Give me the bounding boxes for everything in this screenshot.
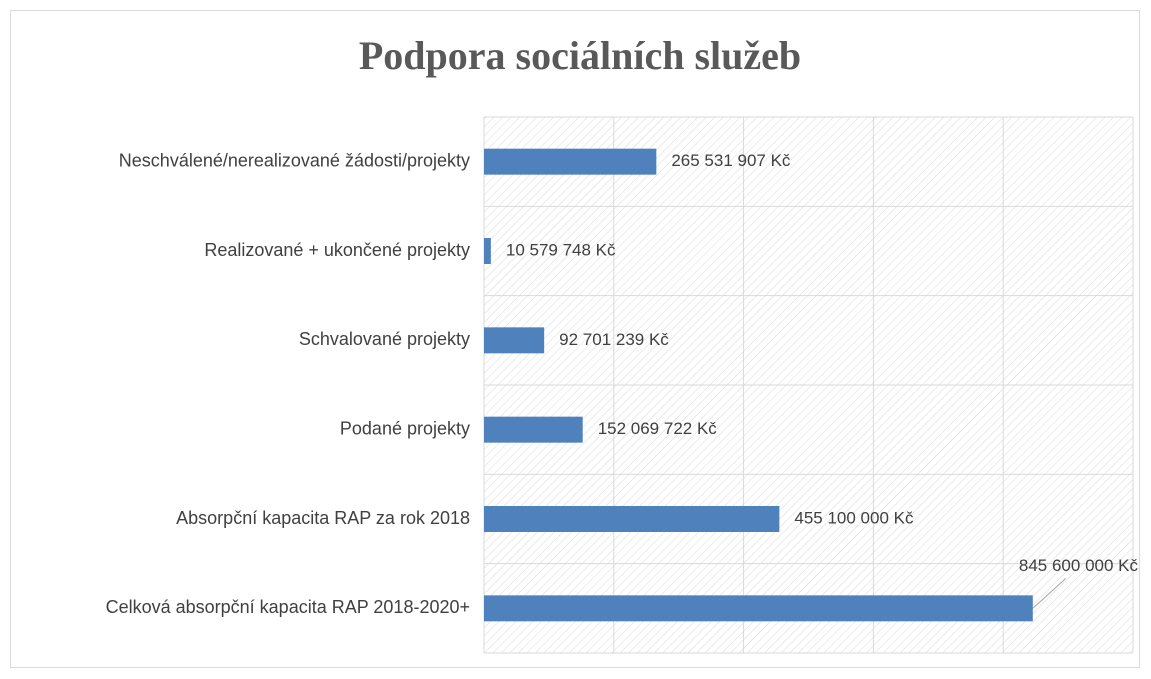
category-label: Podané projekty xyxy=(340,418,470,438)
chart-title: Podpora sociálních služeb xyxy=(359,33,801,78)
bar xyxy=(484,327,545,354)
category-label: Neschválené/nerealizované žádosti/projek… xyxy=(119,150,470,170)
bar xyxy=(484,416,583,443)
value-label: 455 100 000 Kč xyxy=(794,508,914,527)
category-label: Absorpční kapacita RAP za rok 2018 xyxy=(176,508,470,528)
bar xyxy=(484,238,491,264)
value-label: 92 701 239 Kč xyxy=(559,330,669,349)
bar xyxy=(484,148,657,175)
value-label: 10 579 748 Kč xyxy=(506,240,616,259)
bar xyxy=(484,506,780,532)
value-label: 265 531 907 Kč xyxy=(671,151,791,170)
leader-line xyxy=(1032,577,1067,609)
category-label: Schvalované projekty xyxy=(299,329,470,349)
value-label: 845 600 000 Kč xyxy=(1019,556,1139,575)
value-label: 152 069 722 Kč xyxy=(598,419,718,438)
bar xyxy=(484,595,1033,622)
category-label: Realizované + ukončené projekty xyxy=(204,240,470,260)
category-label: Celková absorpční kapacita RAP 2018-2020… xyxy=(106,597,470,617)
